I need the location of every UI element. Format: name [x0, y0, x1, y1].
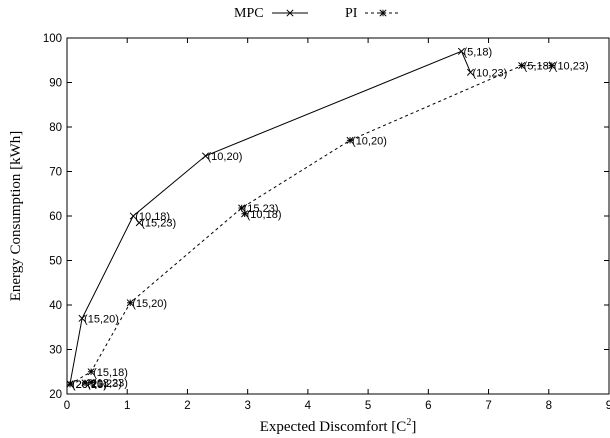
series-line-mpc	[69, 50, 471, 384]
series-layer: (20,23)(15,20)(10,18)(10,20)(5,18)(10,23…	[66, 46, 589, 391]
data-point-pi	[238, 204, 246, 212]
y-tick-label: 20	[49, 389, 62, 401]
y-tick-label: 40	[49, 300, 62, 312]
data-point-pi	[241, 210, 249, 218]
x-axis: 0 1 2 3 4 5 6 7 8 9	[64, 38, 610, 412]
data-label-mpc: (15,20)	[84, 313, 119, 325]
data-point-mpc	[129, 212, 137, 220]
data-point-pi	[87, 368, 95, 376]
x-tick-label: 4	[305, 400, 312, 412]
legend-label-pi: PI	[345, 6, 358, 21]
data-point-pi	[66, 380, 74, 388]
data-label-pi: (5,18)	[524, 61, 553, 73]
data-label-mpc: (10,20)	[208, 151, 243, 163]
x-tick-label: 9	[606, 400, 610, 412]
legend-marker-mpc	[286, 9, 294, 17]
data-label-pi: (15,18)	[93, 367, 128, 379]
data-label-pi: (20,23)	[87, 378, 122, 390]
y-axis-title: Energy Consumption [kWh]	[8, 131, 24, 302]
data-point-mpc	[457, 47, 466, 55]
x-tick-label: 5	[365, 400, 371, 412]
y-tick-label: 60	[49, 211, 62, 223]
data-point-mpc	[201, 152, 210, 160]
data-label-mpc: (5,18)	[463, 46, 492, 58]
data-point-mpc	[466, 68, 475, 76]
legend-marker-pi-star	[379, 9, 387, 17]
series-pi: (20,20)(15,18) (15,20) (15,23) (10,20) (5,18…	[66, 61, 589, 391]
x-axis-title: Expected Discomfort [C2]	[260, 417, 417, 435]
data-point-pi	[126, 299, 134, 307]
legend: MPC PI	[234, 6, 401, 21]
data-label-pi: (15,20)	[132, 298, 167, 310]
data-label-mpc: (10,23)	[472, 67, 507, 79]
legend-marker-mpc-cross	[286, 9, 294, 17]
data-label-pi: (10,20)	[352, 135, 387, 147]
x-axis-title-superscript: 2	[406, 417, 411, 428]
x-tick-label: 0	[64, 400, 70, 412]
x-tick-label: 2	[184, 400, 190, 412]
data-point-pi	[346, 136, 354, 144]
series-mpc: (20,23) (15,20) (10,18) (10,20) (5,18) (10,23…	[66, 46, 507, 391]
x-tick-label: 7	[485, 400, 491, 412]
data-label-mpc: (15,23)	[141, 218, 176, 230]
x-tick-label: 8	[546, 400, 552, 412]
data-point-pi	[518, 62, 526, 70]
data-point-pi	[548, 62, 556, 70]
y-tick-label: 50	[49, 256, 62, 268]
y-tick-label: 90	[49, 78, 62, 90]
data-point-mpc	[135, 219, 143, 227]
y-tick-label: 30	[49, 345, 62, 357]
data-label-pi: (18,23)	[93, 377, 128, 389]
data-label-pi: (10,18)	[247, 209, 282, 221]
x-tick-label: 3	[244, 400, 250, 412]
data-point-pi	[87, 378, 95, 386]
y-axis: 20 30 40 50 60 70 80 90 100	[43, 33, 609, 401]
y-tick-label: 70	[49, 167, 62, 179]
y-tick-label: 100	[43, 33, 62, 45]
data-point-mpc	[78, 314, 86, 322]
x-tick-label: 6	[425, 400, 431, 412]
y-tick-label: 80	[49, 122, 62, 134]
data-label-pi: (15,23)	[244, 203, 279, 215]
x-tick-label: 1	[124, 400, 130, 412]
data-point-pi	[81, 379, 89, 387]
data-label-pi: (10,23)	[554, 61, 589, 73]
data-label-mpc: (10,18)	[135, 211, 170, 223]
legend-marker-pi	[379, 9, 387, 17]
legend-label-mpc: MPC	[234, 6, 264, 21]
data-label-pi: (20,20)	[72, 379, 107, 391]
